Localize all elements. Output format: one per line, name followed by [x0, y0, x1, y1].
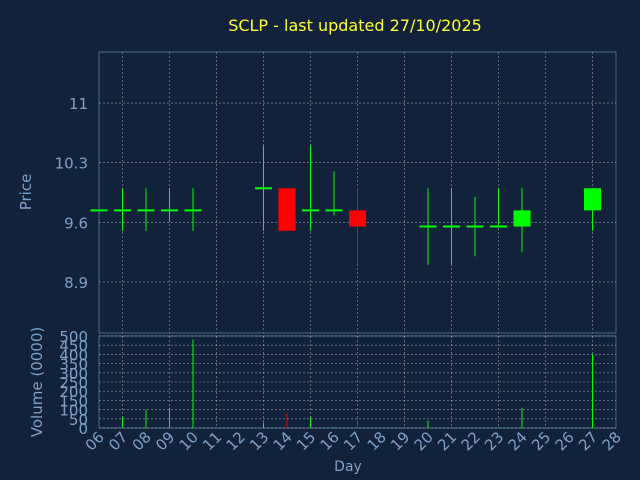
price-panel: 11 10.3 9.6 8.9 [55, 51, 617, 334]
volume-tick-label: 350 [59, 356, 88, 374]
x-tick-label: 11 [199, 428, 225, 454]
price-tick-label: 9.6 [64, 214, 88, 232]
x-tick-label: 26 [552, 428, 578, 454]
price-axis-ticks: 11 10.3 9.6 8.9 [55, 95, 88, 292]
volume-series [122, 339, 593, 428]
candlestick-series [90, 145, 601, 265]
x-tick-label: 17 [340, 428, 366, 454]
x-tick-label: 18 [364, 428, 390, 454]
candle-body [349, 210, 366, 227]
price-tick-label: 10.3 [55, 155, 88, 173]
volume-tick-label: 500 [59, 328, 88, 346]
x-axis-label: Day [334, 459, 362, 475]
volume-tick-label: 50 [69, 411, 88, 429]
x-tick-label: 16 [317, 428, 343, 454]
x-tick-label: 09 [152, 428, 178, 454]
volume-tick-label: 100 [59, 402, 88, 420]
x-tick-label: 15 [293, 428, 319, 454]
x-tick-label: 21 [434, 428, 460, 454]
x-tick-label: 23 [481, 428, 507, 454]
price-tick-label: 8.9 [64, 274, 88, 292]
candle-body [278, 188, 296, 231]
price-axis-label: Price [17, 174, 35, 211]
x-tick-label: 13 [246, 428, 272, 454]
x-axis-ticks: 0607080910111213141516171819202122232425… [82, 428, 625, 454]
x-tick-label: 22 [458, 428, 484, 454]
volume-tick-label: 150 [59, 392, 88, 410]
volume-tick-label: 400 [59, 346, 88, 364]
volume-gridlines [99, 335, 616, 429]
x-tick-label: 19 [387, 428, 413, 454]
x-tick-label: 14 [270, 428, 296, 454]
x-tick-label: 25 [528, 428, 554, 454]
volume-tick-label: 300 [59, 365, 88, 383]
x-tick-label: 24 [505, 428, 531, 454]
x-tick-label: 28 [599, 428, 625, 454]
x-tick-label: 20 [411, 428, 437, 454]
price-tick-label: 11 [69, 95, 88, 113]
candle-body [584, 188, 601, 211]
volume-tick-label: 450 [59, 337, 88, 355]
volume-tick-label: 0 [78, 420, 88, 438]
x-tick-label: 07 [105, 428, 131, 454]
x-tick-label: 10 [176, 428, 202, 454]
volume-tick-label: 200 [59, 383, 88, 401]
x-tick-label: 12 [223, 428, 249, 454]
x-tick-label: 27 [575, 428, 601, 454]
candle-body [513, 210, 531, 227]
volume-tick-label: 250 [59, 374, 88, 392]
x-tick-label: 08 [129, 428, 155, 454]
volume-axis-label: Volume (0000) [28, 327, 46, 437]
chart-title: SCLP - last updated 27/10/2025 [228, 16, 482, 35]
